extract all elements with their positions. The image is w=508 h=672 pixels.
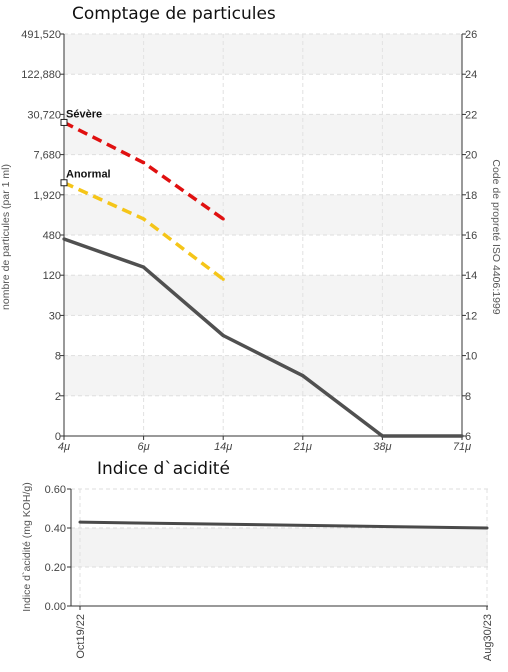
- particle-left-tick-label: 491,520: [21, 29, 61, 41]
- particle-right-tick-label: 12: [465, 310, 477, 322]
- particle-marker-box: [60, 118, 68, 126]
- particle-left-axis-label: nombre de particules (par 1 ml): [0, 164, 12, 310]
- particle-x-ticks: 4μ 6μ 14μ 21μ 38μ 71μ: [58, 436, 471, 453]
- acid-y-tick-label: 0.60: [45, 484, 66, 496]
- acid-index-chart: Indice d`acidité 0.60 0.40 0.20 0.00 Oct19/…: [21, 459, 494, 661]
- particle-point: [142, 161, 146, 165]
- acid-y-tick-label: 0.00: [45, 601, 66, 613]
- particle-band: [64, 34, 462, 75]
- particle-left-tick-label: 0: [55, 431, 61, 443]
- particle-point: [62, 237, 66, 241]
- particle-chart-title: Comptage de particules: [72, 4, 276, 24]
- acid-y-ticks: 0.60 0.40 0.20 0.00: [45, 484, 71, 613]
- particle-band: [64, 194, 462, 235]
- particle-right-tick-label: 6: [465, 431, 471, 443]
- particle-right-tick-label: 8: [465, 391, 471, 403]
- particle-markers: Sévère Anormal: [60, 108, 111, 187]
- particle-right-tick-label: 16: [465, 230, 477, 242]
- acid-y-axis-label: Indice d`acidité (mg KOH/g): [21, 482, 33, 612]
- acid-point: [485, 526, 489, 530]
- particle-right-axis-label: Code de propreté ISO 4406:1999: [490, 159, 502, 314]
- particle-right-tick-label: 26: [465, 29, 477, 41]
- particle-point: [221, 333, 225, 338]
- particle-point: [142, 217, 146, 221]
- particle-left-tick-label: 30,720: [27, 109, 61, 121]
- particle-marker-box: [60, 179, 68, 187]
- particle-right-tick-label: 24: [465, 69, 477, 81]
- particle-band: [64, 355, 462, 396]
- particle-left-tick-label: 7,680: [33, 150, 61, 162]
- particle-marker-label: Sévère: [66, 108, 102, 120]
- particle-point: [221, 277, 225, 281]
- acid-chart-grid: [71, 488, 488, 606]
- acid-chart-axes: [70, 489, 488, 607]
- particle-point: [301, 374, 305, 378]
- acid-y-tick-label: 0.40: [45, 523, 66, 535]
- particle-right-tick-label: 10: [465, 351, 477, 363]
- particle-chart-bands: [64, 34, 462, 396]
- particle-point: [221, 217, 225, 221]
- acid-chart-title: Indice d`acidité: [97, 459, 230, 479]
- particle-right-tick-label: 22: [465, 109, 477, 121]
- particle-x-tick-label: 21μ: [293, 441, 312, 453]
- particle-left-tick-label: 480: [43, 230, 61, 242]
- particle-right-tick-label: 20: [465, 150, 477, 162]
- particle-point: [460, 434, 464, 438]
- particle-right-ticks: 26 24 22 20 18 16 14 12 10 8 6: [462, 29, 477, 443]
- acid-x-tick-label: Aug30/23: [482, 614, 494, 661]
- particle-left-tick-label: 120: [43, 270, 61, 282]
- particle-series-line-0: [63, 237, 462, 438]
- particle-left-tick-label: 1,920: [33, 190, 61, 202]
- acid-series: [78, 520, 489, 530]
- particle-left-tick-label: 122,880: [21, 69, 61, 81]
- acid-x-tick-label: Oct19/22: [75, 614, 87, 659]
- particle-x-tick-label: 14μ: [214, 441, 232, 453]
- particle-count-chart: Comptage de particules 491,520 122,880 30,…: [0, 4, 502, 453]
- acid-band: [71, 528, 488, 567]
- particle-x-tick-label: 4μ: [58, 441, 70, 453]
- particle-x-tick-label: 71μ: [453, 441, 471, 453]
- acid-chart-bands: [71, 528, 488, 567]
- particle-left-tick-label: 30: [49, 310, 61, 322]
- acid-series-line-0: [79, 520, 488, 530]
- acid-point: [78, 520, 82, 524]
- particle-x-tick-label: 38μ: [373, 441, 391, 453]
- particle-point: [380, 434, 384, 438]
- particle-band: [64, 114, 462, 155]
- particle-left-tick-label: 2: [55, 391, 61, 403]
- particle-marker-label: Anormal: [66, 169, 111, 181]
- particle-left-ticks: 491,520 122,880 30,720 7,680 1,920 480 120 30 8 2…: [21, 29, 64, 443]
- particle-x-tick-label: 6μ: [138, 441, 150, 453]
- acid-y-tick-label: 0.20: [45, 562, 66, 574]
- particle-right-tick-label: 14: [465, 270, 477, 282]
- particle-right-tick-label: 18: [465, 190, 477, 202]
- acid-x-ticks: Oct19/22 Aug30/23: [75, 606, 494, 661]
- particle-left-tick-label: 8: [55, 351, 61, 363]
- particle-band: [64, 275, 462, 316]
- particle-point: [142, 265, 146, 269]
